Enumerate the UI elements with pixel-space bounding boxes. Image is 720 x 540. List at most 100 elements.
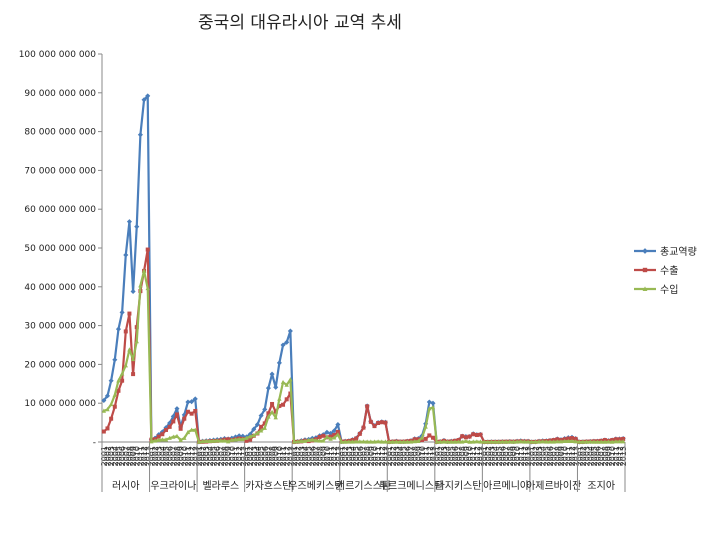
x-group-label: 벨라루스 bbox=[202, 480, 239, 492]
data-point bbox=[105, 426, 110, 431]
data-point bbox=[105, 407, 110, 412]
data-point bbox=[412, 439, 417, 444]
data-point bbox=[331, 428, 337, 434]
x-tick-label: 2010 bbox=[275, 446, 284, 466]
x-tick-label: 2012 bbox=[235, 446, 244, 466]
data-point bbox=[540, 439, 545, 444]
x-tick-label: 2004 bbox=[253, 446, 262, 466]
data-point bbox=[368, 439, 374, 444]
x-tick-label: 2003 bbox=[440, 446, 449, 466]
data-point bbox=[507, 439, 512, 444]
x-tick-label: 2007 bbox=[122, 446, 131, 466]
x-tick-label: 2002 bbox=[389, 446, 398, 466]
data-point bbox=[463, 435, 468, 440]
data-point bbox=[149, 439, 154, 444]
data-point bbox=[353, 439, 359, 444]
x-tick-label: 2008 bbox=[363, 446, 372, 466]
series-line bbox=[103, 248, 624, 444]
x-tick-label: 2003 bbox=[202, 446, 211, 466]
data-point bbox=[182, 416, 187, 421]
x-tick-label: 2011 bbox=[564, 446, 573, 466]
x-tick-label: 2002 bbox=[436, 446, 445, 466]
data-point bbox=[386, 439, 392, 444]
x-tick-label: 2006 bbox=[166, 446, 175, 466]
x-tick-label: 2001 bbox=[290, 446, 299, 466]
data-point bbox=[262, 406, 268, 412]
data-point bbox=[101, 429, 106, 434]
x-tick-label: 2012 bbox=[425, 446, 434, 466]
data-point bbox=[339, 439, 344, 444]
data-point bbox=[478, 432, 483, 437]
data-point bbox=[379, 439, 384, 444]
x-tick-label: 2002 bbox=[484, 446, 493, 466]
data-point bbox=[109, 416, 114, 421]
data-point bbox=[621, 436, 626, 441]
data-point bbox=[116, 378, 121, 383]
x-tick-label: 2008 bbox=[173, 446, 182, 466]
data-point bbox=[266, 414, 271, 419]
x-tick-label: 2005 bbox=[305, 446, 314, 466]
x-tick-label: 2008 bbox=[221, 446, 230, 466]
data-point bbox=[584, 439, 589, 444]
x-tick-label: 2011 bbox=[184, 446, 193, 466]
data-point bbox=[131, 372, 136, 377]
x-tick-label: 2007 bbox=[312, 446, 321, 466]
data-point bbox=[500, 439, 505, 444]
x-axis: 2001200220032004200520062007200820092010… bbox=[100, 441, 628, 492]
legend-item: 총교역량 bbox=[634, 246, 697, 258]
x-tick-label: 2008 bbox=[411, 446, 420, 466]
data-point bbox=[207, 438, 213, 444]
data-point bbox=[332, 433, 337, 438]
data-point bbox=[489, 439, 494, 444]
data-point bbox=[525, 439, 531, 444]
data-point bbox=[599, 439, 604, 444]
legend-marker bbox=[642, 286, 648, 291]
data-point bbox=[423, 424, 428, 429]
data-point bbox=[302, 438, 308, 443]
data-point bbox=[481, 439, 487, 444]
x-tick-label: 2008 bbox=[125, 446, 134, 466]
x-tick-label: 2004 bbox=[301, 446, 310, 466]
data-point bbox=[156, 437, 161, 442]
x-tick-label: 2004 bbox=[111, 446, 120, 466]
data-point bbox=[419, 435, 425, 440]
x-tick-label: 2003 bbox=[583, 446, 592, 466]
data-point bbox=[346, 439, 352, 444]
data-point bbox=[126, 219, 132, 225]
data-point bbox=[222, 438, 227, 443]
data-point bbox=[120, 378, 125, 383]
x-tick-label: 2003 bbox=[535, 446, 544, 466]
data-point bbox=[383, 420, 388, 425]
x-tick-label: 2001 bbox=[528, 446, 537, 466]
data-point bbox=[555, 439, 560, 444]
x-tick-label: 2005 bbox=[495, 446, 504, 466]
y-tick-label: 80 000 000 000 bbox=[24, 128, 96, 138]
data-point bbox=[127, 311, 132, 316]
data-point bbox=[474, 433, 479, 438]
x-tick-label: 2011 bbox=[374, 446, 383, 466]
data-point bbox=[430, 435, 435, 440]
x-tick-label: 2012 bbox=[616, 446, 625, 466]
data-point bbox=[401, 439, 406, 444]
legend-marker bbox=[642, 248, 648, 254]
x-tick-label: 2011 bbox=[231, 446, 240, 466]
x-tick-label: 2003 bbox=[297, 446, 306, 466]
data-point bbox=[163, 437, 169, 442]
data-point bbox=[544, 439, 549, 444]
legend-item: 수입 bbox=[634, 283, 678, 296]
data-point bbox=[434, 439, 439, 444]
x-tick-label: 2008 bbox=[553, 446, 562, 466]
y-tick-label: 50 000 000 000 bbox=[24, 244, 96, 254]
x-tick-label: 2002 bbox=[103, 446, 112, 466]
data-point bbox=[522, 439, 527, 444]
data-point bbox=[119, 371, 125, 376]
x-tick-label: 2007 bbox=[360, 446, 369, 466]
data-point bbox=[288, 377, 293, 382]
series-1 bbox=[101, 93, 626, 445]
data-point bbox=[115, 326, 122, 332]
data-point bbox=[269, 409, 275, 414]
data-point bbox=[324, 434, 330, 439]
data-point bbox=[591, 439, 597, 444]
data-point bbox=[145, 285, 150, 291]
